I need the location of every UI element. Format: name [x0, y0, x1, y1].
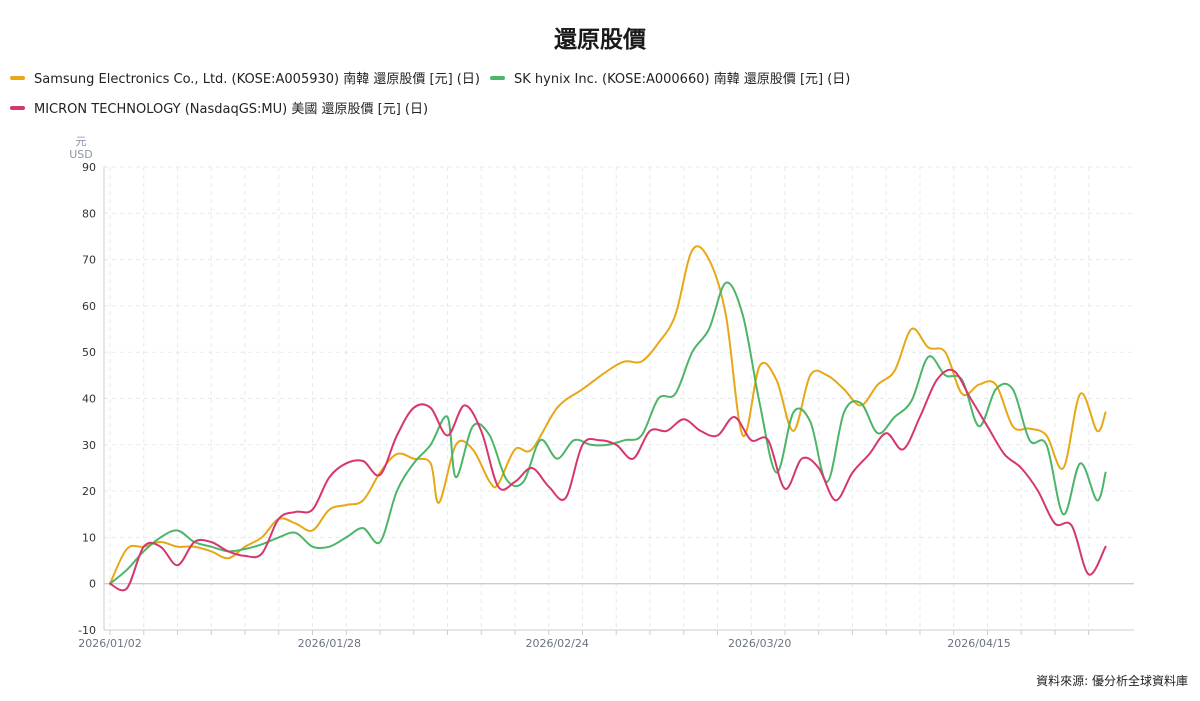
- series-line-micron: [109, 368, 1107, 592]
- y-tick-label: 10: [82, 531, 96, 544]
- y-tick-label: 30: [82, 439, 96, 452]
- x-tick-label: 2026/01/02: [78, 637, 141, 650]
- y-tick-label: 80: [82, 207, 96, 220]
- grid-lines: [104, 166, 1134, 631]
- y-tick-label: 90: [82, 161, 96, 174]
- axes: -10 0 10 20 30 40 50 60 70 80 90 2026/01/02 2026/01/…: [78, 161, 1134, 650]
- y-tick-label: 50: [82, 346, 96, 359]
- legend-item-micron[interactable]: MICRON TECHNOLOGY (NasdaqGS:MU) 美國 還原股價 …: [10, 98, 428, 117]
- series-lines: [109, 245, 1107, 592]
- y-tick-label: 60: [82, 300, 96, 313]
- legend-swatch-samsung: [10, 75, 25, 80]
- y-tick-label: 40: [82, 393, 96, 406]
- legend-item-sk-hynix[interactable]: SK hynix Inc. (KOSE:A000660) 南韓 還原股價 [元]…: [490, 68, 850, 87]
- x-tick-label: 2026/01/28: [298, 637, 361, 650]
- y-tick-label: 20: [82, 485, 96, 498]
- legend-swatch-sk-hynix: [490, 75, 505, 80]
- legend-item-samsung[interactable]: Samsung Electronics Co., Ltd. (KOSE:A005…: [10, 68, 480, 87]
- legend-label-micron: MICRON TECHNOLOGY (NasdaqGS:MU) 美國 還原股價 …: [34, 102, 429, 117]
- legend-swatch-micron: [10, 105, 25, 110]
- x-tick-label: 2026/04/15: [947, 637, 1010, 650]
- y-axis-currency: USD: [69, 148, 93, 161]
- y-tick-label: 70: [82, 254, 96, 267]
- legend-label-sk-hynix: SK hynix Inc. (KOSE:A000660) 南韓 還原股價 [元]…: [514, 72, 851, 87]
- x-tick-label: 2026/02/24: [525, 637, 588, 650]
- y-tick-label: 0: [89, 578, 96, 591]
- y-tick-label: -10: [78, 624, 96, 637]
- y-axis-unit: 元: [75, 135, 87, 148]
- series-line-samsung: [109, 245, 1107, 585]
- chart-title: 還原股價: [554, 27, 646, 53]
- legend-label-samsung: Samsung Electronics Co., Ltd. (KOSE:A005…: [34, 72, 480, 87]
- x-tick-label: 2026/03/20: [728, 637, 791, 650]
- data-source-note: 資料來源: 優分析全球資料庫: [1036, 674, 1188, 688]
